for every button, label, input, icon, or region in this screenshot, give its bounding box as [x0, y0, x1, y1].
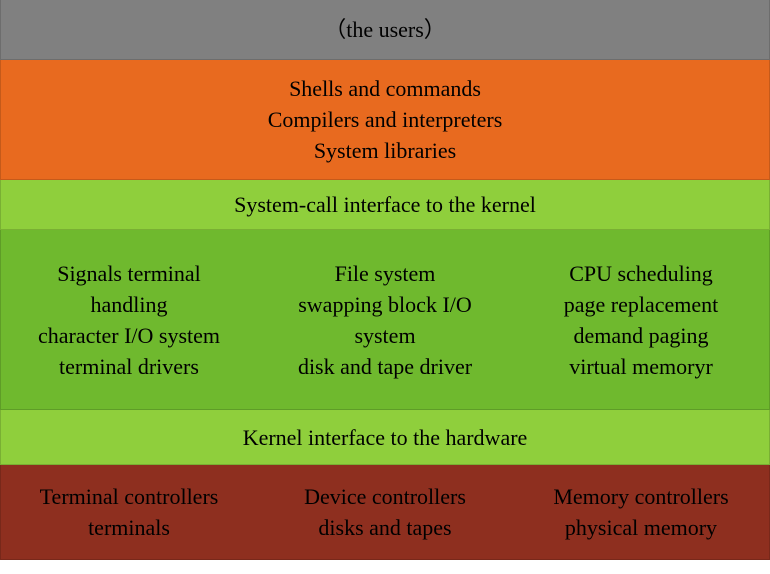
hw-device-l2: disks and tapes — [318, 512, 451, 543]
kernel-fs-l1: File system — [335, 258, 436, 289]
kernel-terminal-l2: handling — [91, 289, 168, 320]
hw-memory-l2: physical memory — [565, 512, 717, 543]
kernel-fs-l2: swapping block I/O — [298, 289, 472, 320]
userprog-line-2: Compilers and interpreters — [268, 104, 503, 135]
kernel-cpu-l3: demand paging — [573, 320, 708, 351]
kernel-terminal-l1: Signals terminal — [57, 258, 201, 289]
kernel-col-terminal: Signals terminal handling character I/O … — [1, 258, 257, 382]
hardware-columns: Terminal controllers terminals Device co… — [1, 481, 769, 543]
userprog-line-1: Shells and commands — [289, 73, 481, 104]
hw-device-l1: Device controllers — [304, 481, 466, 512]
layer-kernel: Signals terminal handling character I/O … — [0, 230, 770, 410]
layer-syscall-interface: System-call interface to the kernel — [0, 180, 770, 230]
hw-terminal-l1: Terminal controllers — [40, 481, 219, 512]
layer-hardware: Terminal controllers terminals Device co… — [0, 465, 770, 560]
kernel-fs-l4: disk and tape driver — [298, 351, 472, 382]
hw-memory-l1: Memory controllers — [553, 481, 728, 512]
kernel-col-cpu: CPU scheduling page replacement demand p… — [513, 258, 769, 382]
userprog-line-3: System libraries — [314, 135, 456, 166]
kernel-col-fs: File system swapping block I/O system di… — [257, 258, 513, 382]
kernel-hw-text: Kernel interface to the hardware — [243, 422, 528, 453]
kernel-cpu-l2: page replacement — [564, 289, 719, 320]
users-text: （the users） — [324, 14, 446, 45]
kernel-cpu-l1: CPU scheduling — [569, 258, 713, 289]
kernel-cpu-l4: virtual memoryr — [569, 351, 713, 382]
kernel-terminal-l3: character I/O system — [38, 320, 220, 351]
layer-user-programs: Shells and commands Compilers and interp… — [0, 60, 770, 180]
layer-users: （the users） — [0, 0, 770, 60]
hw-col-memory: Memory controllers physical memory — [513, 481, 769, 543]
syscall-text: System-call interface to the kernel — [234, 189, 536, 220]
kernel-fs-l3: system — [354, 320, 415, 351]
hw-col-device: Device controllers disks and tapes — [257, 481, 513, 543]
hw-terminal-l2: terminals — [88, 512, 170, 543]
kernel-columns: Signals terminal handling character I/O … — [1, 258, 769, 382]
layer-kernel-hw-interface: Kernel interface to the hardware — [0, 410, 770, 465]
kernel-terminal-l4: terminal drivers — [59, 351, 199, 382]
hw-col-terminal: Terminal controllers terminals — [1, 481, 257, 543]
